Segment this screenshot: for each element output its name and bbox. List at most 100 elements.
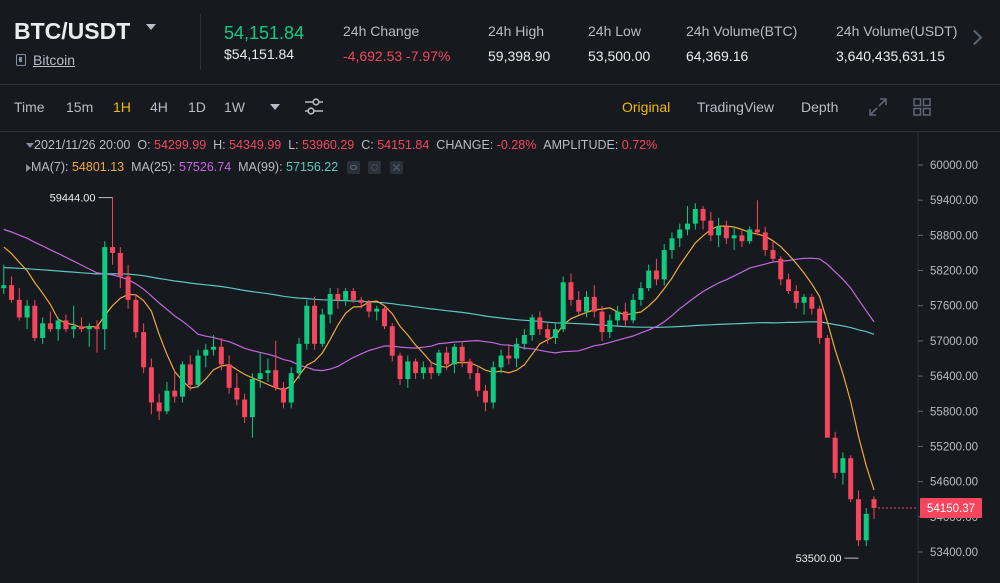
ma25-label: MA(25): xyxy=(131,160,176,174)
indicator-settings-icon[interactable] xyxy=(304,97,324,117)
candle-body xyxy=(133,299,139,333)
candle-body xyxy=(102,247,108,330)
timeframe-1d[interactable]: 1D xyxy=(188,99,206,115)
price-tick-label: 57000.00 xyxy=(930,336,978,348)
candle-body xyxy=(591,296,597,312)
stat-value: 59,398.90 xyxy=(488,48,551,64)
candle-body xyxy=(848,458,854,500)
candle-body xyxy=(16,299,22,318)
ma7-value: 54801.13 xyxy=(71,160,125,174)
candle-datetime: 2021/11/26 20:00 xyxy=(34,138,131,152)
low-marker-label: 53500.00 xyxy=(796,553,842,565)
view-tradingview[interactable]: TradingView xyxy=(697,99,775,115)
document-icon xyxy=(16,54,26,66)
candle-body xyxy=(490,367,496,403)
timeframe-4h[interactable]: 4H xyxy=(150,99,168,115)
candle-body xyxy=(125,276,131,300)
candle-body xyxy=(444,352,450,365)
timeframe-time[interactable]: Time xyxy=(14,99,45,115)
price-tick-label: 54600.00 xyxy=(930,477,978,489)
timeframe-1w[interactable]: 1W xyxy=(224,99,245,115)
candle-body xyxy=(754,229,760,233)
candle-body xyxy=(747,229,753,242)
candle-body xyxy=(211,346,217,350)
change-label: CHANGE: xyxy=(436,138,494,152)
candle-body xyxy=(669,238,675,251)
amplitude-label: AMPLITUDE: xyxy=(543,138,619,152)
candle-body xyxy=(280,387,286,403)
ma99-value: 57156.22 xyxy=(286,160,339,174)
pair-dropdown-icon[interactable] xyxy=(146,24,156,30)
candle-body xyxy=(148,367,154,403)
more-timeframes-icon[interactable] xyxy=(270,104,280,110)
candle-body xyxy=(374,308,380,312)
ma99-label: MA(99): xyxy=(238,160,283,174)
candle-body xyxy=(568,282,574,300)
low-value: 53960.29 xyxy=(302,138,355,152)
candle-body xyxy=(646,270,652,289)
price-tick-label: 55200.00 xyxy=(930,441,978,453)
expand-icon[interactable] xyxy=(26,163,31,172)
candle-body xyxy=(537,317,543,330)
ma7-label: MA(7): xyxy=(31,160,69,174)
stat-label: 24h Low xyxy=(588,23,641,39)
candle-body xyxy=(413,361,419,374)
remove-indicator-icon[interactable] xyxy=(389,161,403,175)
candle-body xyxy=(793,291,799,303)
timeframe-15m[interactable]: 15m xyxy=(66,99,94,115)
current-price-tag xyxy=(920,498,982,519)
candlestick-chart-area[interactable]: 60000.00 59400.00 58800.00 58200.00 57600.00… xyxy=(0,132,1000,583)
candle-body xyxy=(327,294,333,315)
coin-info-link[interactable]: Bitcoin xyxy=(16,52,75,68)
candlestick-chart[interactable]: 60000.00 59400.00 58800.00 58200.00 57600.00… xyxy=(0,132,1000,583)
stat-24h-volume-btc: 24h Volume(BTC) 64,369.16 xyxy=(686,23,797,64)
candle-body xyxy=(40,323,46,338)
fullscreen-icon[interactable] xyxy=(868,97,888,117)
candle-body xyxy=(273,370,279,388)
layout-grid-icon[interactable] xyxy=(912,97,932,117)
pair-title[interactable]: BTC/USDT xyxy=(14,18,131,44)
candle-body xyxy=(451,346,457,365)
change-value: -0.28% xyxy=(496,138,537,152)
candle-body xyxy=(156,402,162,412)
candle-body xyxy=(786,279,792,292)
chevron-right-icon[interactable] xyxy=(966,29,983,46)
coin-name[interactable]: Bitcoin xyxy=(33,52,76,68)
stat-value: 64,369.16 xyxy=(686,48,749,64)
candle-body xyxy=(615,311,621,321)
candle-body xyxy=(288,373,294,403)
candle-body xyxy=(677,229,683,239)
candle-body xyxy=(770,250,776,259)
candle-body xyxy=(110,247,116,253)
price-tick-label: 58200.00 xyxy=(930,266,978,278)
candle-body xyxy=(708,220,714,236)
candle-body xyxy=(521,335,527,344)
stat-value: -4,692.53 -7.97% xyxy=(343,48,451,64)
view-depth[interactable]: Depth xyxy=(801,99,839,115)
indicator-gear-icon[interactable] xyxy=(368,161,382,175)
candle-body xyxy=(319,314,325,344)
high-label: H: xyxy=(213,138,226,152)
candle-body xyxy=(172,390,178,397)
high-marker-label: 59444.00 xyxy=(50,193,96,205)
candle-body xyxy=(257,373,263,380)
candle-body xyxy=(24,305,30,318)
candle-body xyxy=(242,399,248,418)
candle-body xyxy=(700,208,706,221)
timeframe-1h[interactable]: 1H xyxy=(113,99,131,115)
candle-body xyxy=(560,282,566,330)
candle-body xyxy=(622,311,628,321)
candle-body xyxy=(218,346,224,365)
view-original[interactable]: Original xyxy=(622,99,671,115)
price-tick-label: 53400.00 xyxy=(930,547,978,559)
candle-body xyxy=(265,370,271,374)
hide-indicator-icon[interactable] xyxy=(346,161,360,175)
stat-label: 24h Volume(BTC) xyxy=(686,23,798,39)
candle-body xyxy=(514,343,520,359)
collapse-icon[interactable] xyxy=(26,143,34,149)
candle-body xyxy=(405,361,411,380)
candle-body xyxy=(381,308,387,327)
candle-body xyxy=(529,317,535,336)
chart-toolbar: Time 15m 1H 4H 1D 1W Original TradingVie… xyxy=(0,85,1000,132)
candle-body xyxy=(762,232,768,251)
